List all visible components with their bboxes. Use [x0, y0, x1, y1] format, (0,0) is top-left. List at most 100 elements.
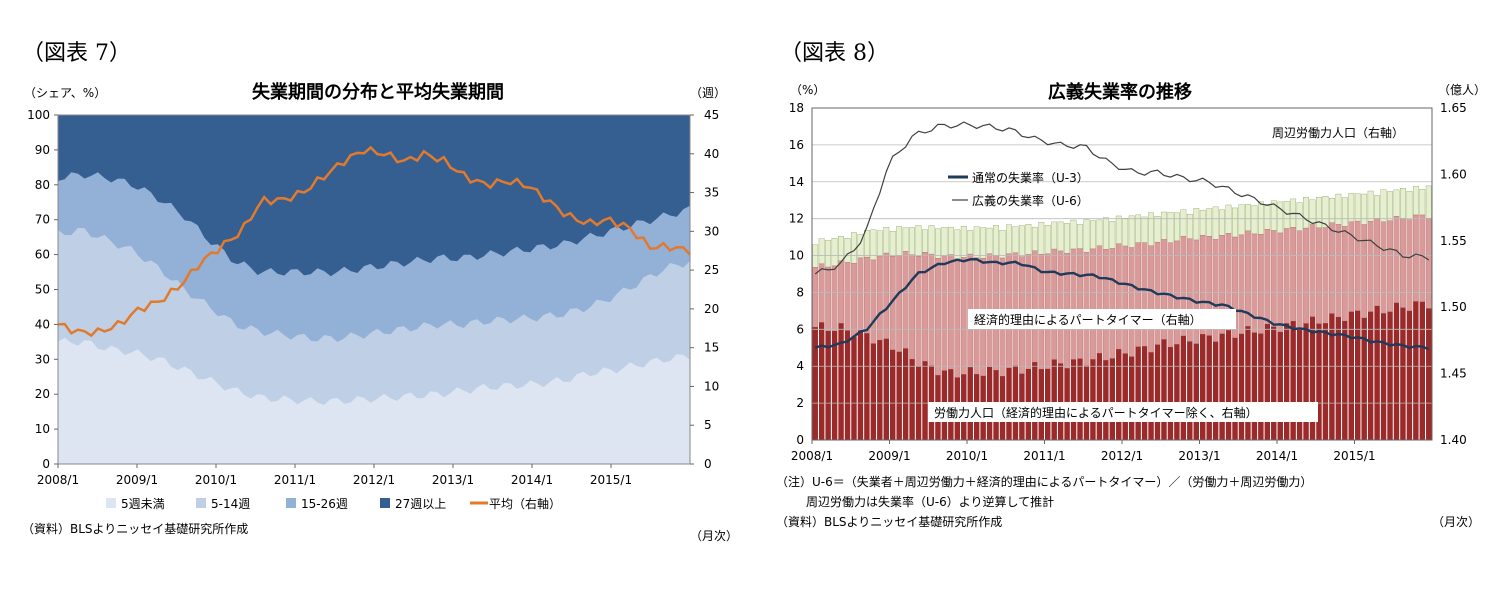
marginal-bar	[1309, 199, 1316, 225]
right-y2-tick-label: 1.55	[1440, 234, 1467, 248]
right-y-tick-label: 14	[789, 175, 804, 189]
part-time-bar	[1419, 214, 1426, 302]
marginal-bar	[1038, 222, 1045, 255]
labor-force-bar	[1419, 301, 1426, 440]
right-y-tick-label: 12	[789, 212, 804, 226]
labor-force-bar	[1238, 333, 1245, 440]
part-time-bar	[857, 257, 864, 331]
right-x-tick-label: 2014/1	[1256, 449, 1298, 463]
part-time-bar	[1090, 248, 1096, 360]
left-y-tick-label: 100	[27, 108, 50, 122]
labor-force-bar	[1116, 349, 1122, 440]
part-time-bar	[825, 266, 832, 332]
part-time-bar	[1193, 239, 1200, 344]
part-time-label: 経済的理由によるパートタイマー（右軸）	[974, 312, 1202, 327]
marginal-bar	[1031, 226, 1038, 252]
marginal-bar	[980, 227, 987, 259]
labor-force-bar	[844, 330, 851, 440]
labor-force-bar	[1393, 302, 1400, 440]
right-y-unit: （%）	[790, 83, 825, 97]
labor-force-bar	[877, 340, 883, 440]
labor-force-label-box	[928, 402, 1318, 422]
labor-force-bar	[1316, 323, 1322, 440]
marginal-bar	[954, 229, 961, 260]
labor-force-bar	[1148, 352, 1154, 440]
labor-force-bar	[1200, 334, 1206, 440]
left-y2-tick-label: 35	[704, 186, 719, 200]
right-y-tick-label: 2	[796, 396, 804, 410]
marginal-bar	[1400, 188, 1406, 219]
part-time-bar	[851, 263, 857, 338]
marginal-bar	[1096, 219, 1103, 247]
marginal-bar	[922, 229, 928, 253]
marginal-bar	[1354, 193, 1361, 222]
right-y-tick-label: 18	[789, 101, 804, 115]
part-time-bar	[1367, 221, 1374, 312]
left-y2-tick-label: 20	[704, 302, 719, 316]
legend-swatch-2	[196, 498, 206, 508]
marginal-bar	[1128, 215, 1135, 248]
part-time-bar	[902, 251, 909, 349]
marginal-bar	[889, 231, 896, 257]
part-time-bar	[1393, 216, 1400, 304]
left-y2-tick-label: 0	[704, 457, 712, 471]
left-x-tick-label: 2009/1	[116, 473, 158, 487]
labor-force-bar	[1361, 317, 1367, 440]
labor-force-bar	[1355, 310, 1361, 440]
part-time-bar	[818, 263, 825, 323]
labor-force-bar	[851, 336, 857, 440]
u6-line	[814, 121, 1430, 275]
labor-force-bar	[1174, 344, 1180, 440]
labor-force-bar	[1264, 324, 1271, 440]
labor-force-bar	[1057, 363, 1064, 440]
marginal-bar	[1167, 212, 1174, 243]
right-source-note: （資料）BLSよりニッセイ基礎研究所作成	[776, 514, 1002, 529]
marginal-bar	[1264, 205, 1271, 230]
right-y-tick-label: 6	[796, 322, 804, 336]
labor-force-bar	[1335, 317, 1342, 440]
left-y2-tick-label: 30	[704, 224, 719, 238]
marginal-bar	[1070, 219, 1077, 250]
labor-force-bar	[1180, 335, 1187, 440]
left-source-note: （資料）BLSよりニッセイ基礎研究所作成	[22, 521, 248, 536]
marginal-bar	[1141, 216, 1148, 243]
labor-force-bar	[1161, 339, 1167, 440]
labor-force-bar	[1096, 353, 1103, 440]
marginal-bar	[967, 230, 974, 255]
right-y2-tick-label: 1.50	[1440, 300, 1467, 314]
marginal-bar	[1232, 207, 1238, 238]
marginal-bar	[812, 244, 819, 268]
part-time-bar	[947, 254, 954, 370]
labor-force-bar	[902, 348, 909, 440]
labor-force-bar	[1303, 323, 1309, 440]
marginal-bar	[1083, 219, 1090, 253]
marginal-bar	[1154, 216, 1161, 243]
right-x-tick-label: 2012/1	[1101, 449, 1143, 463]
part-time-bar	[1380, 221, 1387, 314]
marginal-bar	[1019, 225, 1025, 257]
left-y2-tick-label: 15	[704, 341, 719, 355]
labor-force-bar	[838, 323, 844, 440]
labor-force-bar	[1077, 358, 1083, 440]
right-note-estimate: 周辺労働力は失業率（U-6）より逆算して推計	[806, 494, 1054, 509]
part-time-bar	[1070, 248, 1077, 360]
left-x-tick-label: 2011/1	[274, 473, 316, 487]
marginal-bar	[1077, 224, 1083, 249]
marginal-bar	[1161, 211, 1167, 240]
labor-force-bar	[831, 331, 838, 440]
labor-force-bar	[1374, 305, 1380, 440]
marginal-bar	[1387, 191, 1393, 221]
labor-force-bar	[1187, 341, 1193, 440]
left-y-unit: （シェア、%）	[24, 86, 106, 100]
labor-force-bar	[870, 343, 877, 440]
labor-force-bar	[1225, 330, 1232, 440]
labor-force-bar	[1258, 333, 1264, 440]
left-y2-tick-label: 40	[704, 147, 719, 161]
part-time-bar	[1290, 227, 1297, 322]
labor-force-label: 労働力人口（経済的理由によるパートタイマー除く、右軸）	[934, 405, 1258, 420]
part-time-bar	[1051, 248, 1058, 360]
legend-swatch-4	[380, 498, 390, 508]
part-time-bar	[1141, 242, 1148, 347]
marginal-bar	[947, 226, 954, 255]
labor-force-bar	[1154, 344, 1161, 440]
